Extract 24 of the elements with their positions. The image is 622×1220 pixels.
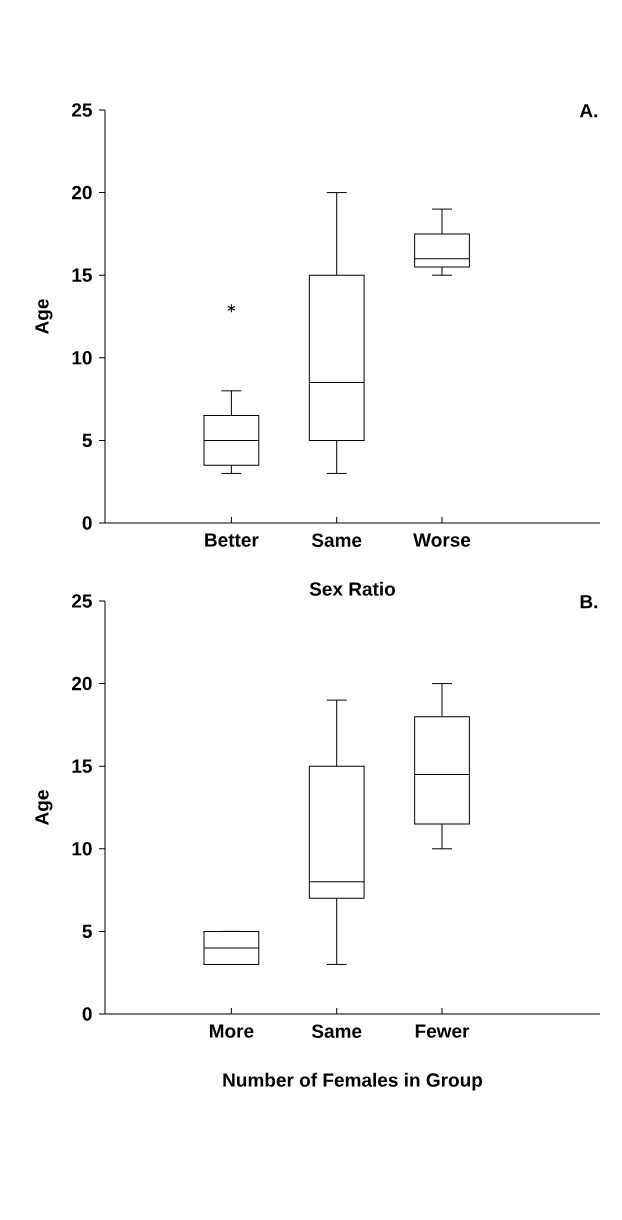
x-tick-label: More bbox=[209, 1024, 254, 1038]
y-tick-label: 20 bbox=[71, 676, 92, 691]
y-tick-label: 10 bbox=[72, 351, 92, 365]
x-tick-label: Same bbox=[311, 1024, 362, 1038]
x-axis-title: Sex Ratio bbox=[309, 581, 396, 596]
x-tick-label: Better bbox=[205, 533, 259, 547]
x-tick-label: Worse bbox=[413, 533, 471, 547]
y-tick-label: 10 bbox=[72, 842, 92, 856]
y-tick-label: 5 bbox=[82, 924, 92, 939]
text: B. bbox=[580, 595, 598, 609]
y-tick-label: 5 bbox=[82, 433, 92, 448]
y-tick-label: 20 bbox=[71, 185, 92, 200]
text: A. bbox=[579, 104, 598, 118]
y-axis-title: Age bbox=[35, 299, 53, 334]
x-axis-title: Number of Females in Group bbox=[223, 1072, 483, 1091]
y-tick-label: 0 bbox=[82, 516, 92, 530]
y-axis-title: Age bbox=[35, 790, 53, 825]
x-tick-label: Fewer bbox=[415, 1024, 470, 1038]
y-tick-label: 0 bbox=[82, 1007, 92, 1021]
y-tick-label: 25 bbox=[71, 103, 92, 117]
y-tick-label: 15 bbox=[72, 759, 92, 773]
x-tick-label: Same bbox=[311, 533, 362, 547]
y-tick-label: 25 bbox=[71, 594, 92, 608]
y-tick-label: 15 bbox=[72, 268, 92, 282]
